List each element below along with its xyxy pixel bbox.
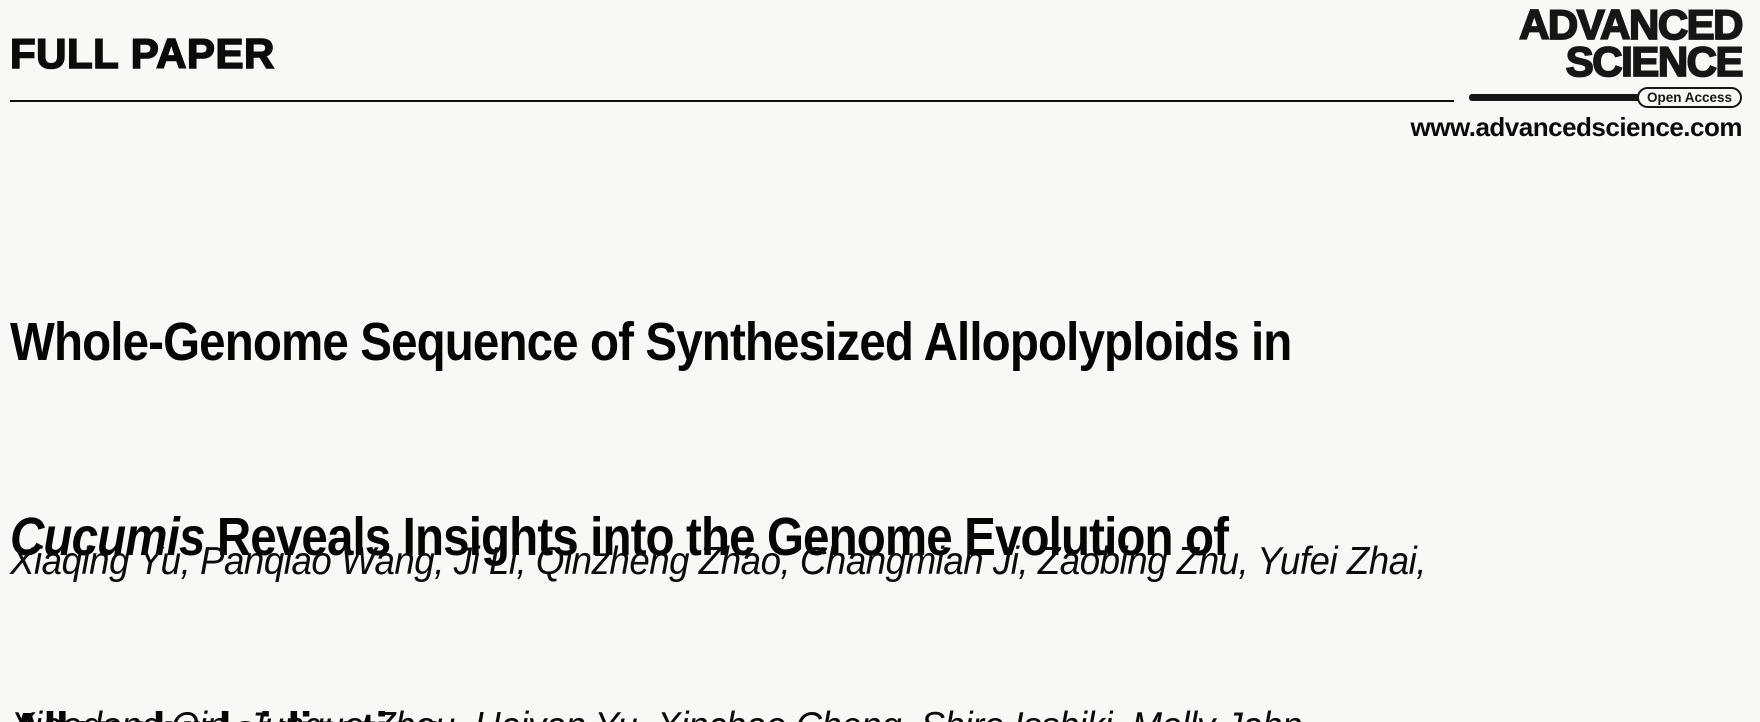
- author-line-2: Xiaodong Qin, Junguo Zhou, Haiyan Yu, Xi…: [10, 699, 1432, 722]
- journal-logo-line2: SCIENCE: [1565, 38, 1745, 85]
- authors: Xiaqing Yu, Panqiao Wang, Ji Li, Qinzhen…: [10, 424, 1432, 722]
- section-label: FULL PAPER: [9, 29, 275, 78]
- title-line-1: Whole-Genome Sequence of Synthesized All…: [10, 312, 1292, 372]
- journal-logo: ADVANCED SCIENCE Open Access www.advance…: [1322, 1, 1745, 143]
- paper-title: Whole-Genome Sequence of Synthesized All…: [10, 180, 1292, 722]
- journal-website: www.advancedscience.com: [1410, 112, 1743, 142]
- open-access-badge: Open Access: [1636, 87, 1742, 108]
- header-rule: [10, 100, 1454, 102]
- logo-bar: [1468, 94, 1641, 101]
- open-access-row: Open Access: [1322, 87, 1742, 108]
- title-line-2-rest: Reveals Insights into the Genome Evoluti…: [204, 507, 1229, 567]
- author-line-1: Xiaqing Yu, Panqiao Wang, Ji Li, Qinzhen…: [10, 540, 1427, 583]
- title-line-3: Allopolyploidization: [10, 700, 1291, 722]
- journal-logo-line1: ADVANCED: [1518, 1, 1744, 48]
- title-species-name: Cucumis: [10, 507, 205, 567]
- title-line-2: Cucumis Reveals Insights into the Genome…: [10, 505, 1291, 570]
